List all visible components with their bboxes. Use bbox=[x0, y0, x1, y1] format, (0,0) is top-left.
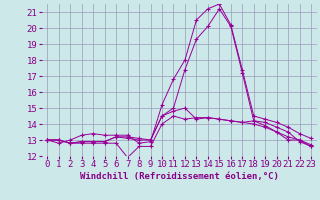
X-axis label: Windchill (Refroidissement éolien,°C): Windchill (Refroidissement éolien,°C) bbox=[80, 172, 279, 181]
